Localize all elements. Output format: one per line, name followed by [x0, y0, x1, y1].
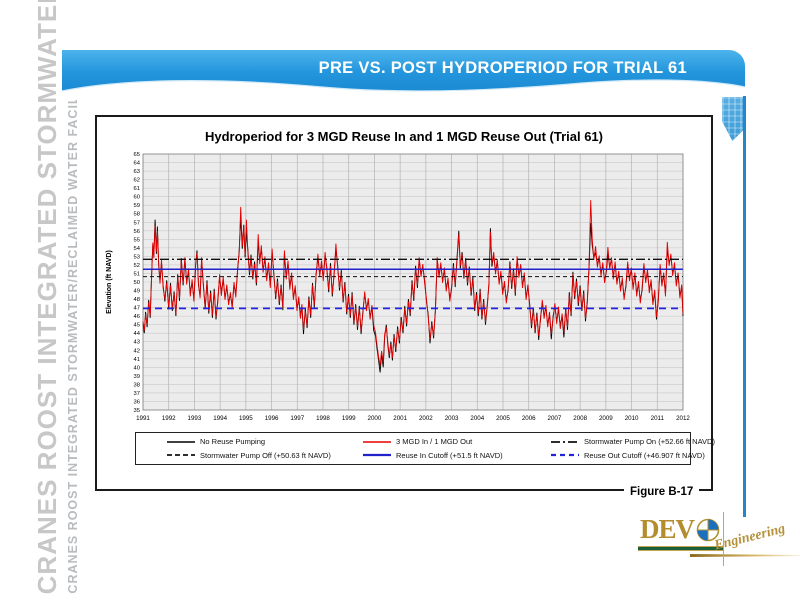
- y-tick-label: 50: [134, 280, 140, 286]
- legend-line-sample: [363, 454, 391, 457]
- y-tick-label: 59: [134, 203, 140, 209]
- y-tick-label: 39: [134, 374, 140, 380]
- x-tick-label: 1995: [239, 415, 253, 422]
- logo-quartered-circle-icon: [696, 518, 720, 542]
- x-tick-label: 2012: [676, 415, 690, 422]
- sidebar-watermark-title: CRANES ROOST INTEGRATED STORMWATER: [32, 0, 62, 594]
- logo-gold-vertical-line: [723, 512, 724, 566]
- chart-title: Hydroperiod for 3 MGD Reuse In and 1 MGD…: [204, 129, 603, 144]
- series-line: [142, 200, 684, 366]
- devo-engineering-logo: DEV Engineering: [632, 512, 800, 574]
- y-tick-label: 56: [134, 229, 140, 235]
- legend-label: Reuse In Cutoff (+51.5 ft NAVD): [396, 450, 503, 460]
- chart-legend-items: No Reuse Pumping Stormwater Pump Off (+50…: [136, 433, 715, 464]
- x-tick-label: 1998: [316, 415, 330, 422]
- legend-line-sample: [551, 440, 579, 443]
- slide-title-banner: PRE VS. POST HYDROPERIOD FOR TRIAL 61: [62, 50, 745, 98]
- y-tick-label: 52: [134, 263, 140, 269]
- y-tick-label: 44: [134, 331, 141, 337]
- legend-line-sample: [551, 454, 579, 457]
- x-tick-label: 1994: [213, 415, 227, 422]
- y-tick-label: 48: [134, 297, 140, 303]
- plot-border: [142, 153, 684, 411]
- logo-gold-underline: [690, 554, 800, 557]
- x-tick-label: 2011: [651, 415, 665, 422]
- legend-item: 3 MGD In / 1 MGD Out: [362, 435, 550, 449]
- y-tick-label: 58: [134, 212, 140, 218]
- y-tick-label: 38: [134, 382, 140, 388]
- legend-label: Stormwater Pump On (+52.66 ft NAVD): [584, 437, 715, 447]
- y-tick-label: 47: [134, 306, 140, 312]
- figure-frame: Hydroperiod for 3 MGD Reuse In and 1 MGD…: [95, 115, 715, 498]
- y-tick-label: 40: [134, 365, 140, 371]
- y-tick-label: 42: [134, 348, 140, 354]
- sidebar-watermark-subtitle: CRANES ROOST INTEGRATED STORMWATER/RECLA…: [66, 73, 80, 594]
- legend-item: Reuse In Cutoff (+51.5 ft NAVD): [362, 449, 550, 463]
- x-tick-label: 2007: [548, 415, 562, 422]
- y-tick-label: 57: [134, 220, 140, 226]
- x-tick-label: 2010: [625, 415, 639, 422]
- y-tick-label: 61: [134, 186, 140, 192]
- chart-legend: No Reuse Pumping Stormwater Pump Off (+50…: [135, 432, 715, 465]
- y-tick-label: 64: [134, 161, 141, 167]
- legend-label: Reuse Out Cutoff (+46.907 ft NAVD): [584, 450, 705, 460]
- x-tick-label: 2003: [445, 415, 459, 422]
- y-tick-label: 36: [134, 399, 140, 405]
- x-tick-label: 1997: [290, 415, 304, 422]
- y-axis-title: Elevation (ft NAVD): [106, 250, 113, 314]
- legend-item: Stormwater Pump Off (+50.63 ft NAVD): [166, 449, 362, 463]
- x-tick-label: 1999: [342, 415, 356, 422]
- banner-corner-decoration: [722, 97, 745, 141]
- x-tick-label: 1992: [162, 415, 176, 422]
- legend-item: Stormwater Pump On (+52.66 ft NAVD): [550, 435, 715, 449]
- y-tick-label: 62: [134, 178, 140, 184]
- vertical-rule-decoration: [743, 96, 746, 517]
- logo-brand-text: DEV: [640, 514, 695, 544]
- x-tick-label: 1996: [265, 415, 279, 422]
- y-tick-label: 35: [134, 408, 140, 414]
- legend-line-sample: [167, 440, 195, 443]
- x-tick-label: 2002: [419, 415, 433, 422]
- legend-label: Stormwater Pump Off (+50.63 ft NAVD): [200, 450, 331, 460]
- legend-label: No Reuse Pumping: [200, 437, 266, 447]
- legend-line-sample: [167, 454, 195, 457]
- y-tick-label: 60: [134, 195, 140, 201]
- figure-caption: Figure B-17: [624, 486, 700, 498]
- y-tick-label: 51: [134, 271, 140, 277]
- x-tick-label: 2001: [393, 415, 407, 422]
- y-tick-label: 53: [134, 254, 140, 260]
- x-tick-label: 1991: [136, 415, 150, 422]
- x-tick-label: 2009: [599, 415, 613, 422]
- x-tick-label: 2006: [522, 415, 536, 422]
- y-tick-label: 54: [134, 246, 141, 252]
- legend-item: Reuse Out Cutoff (+46.907 ft NAVD): [550, 449, 715, 463]
- y-tick-label: 63: [134, 169, 140, 175]
- legend-item: No Reuse Pumping: [166, 435, 362, 449]
- slide-title: PRE VS. POST HYDROPERIOD FOR TRIAL 61: [318, 59, 687, 77]
- y-tick-label: 49: [134, 289, 140, 295]
- y-tick-label: 45: [134, 323, 140, 329]
- x-tick-label: 2008: [573, 415, 587, 422]
- y-tick-label: 37: [134, 391, 140, 397]
- y-tick-label: 65: [134, 152, 140, 158]
- y-tick-label: 46: [134, 314, 140, 320]
- legend-label: 3 MGD In / 1 MGD Out: [396, 437, 473, 447]
- x-tick-label: 1993: [188, 415, 202, 422]
- hydroperiod-chart: 65 64 63 62 61 60 59 58 57 56 55 54 53 52 51 50 49 48 47 46…: [106, 152, 690, 422]
- logo-green-bar: [638, 546, 724, 551]
- x-tick-label: 2004: [470, 415, 484, 422]
- legend-line-sample: [363, 440, 391, 443]
- y-tick-label: 55: [134, 237, 140, 243]
- x-tick-label: 2005: [496, 415, 510, 422]
- y-tick-label: 43: [134, 340, 140, 346]
- x-tick-label: 2000: [368, 415, 382, 422]
- y-tick-label: 41: [134, 357, 140, 363]
